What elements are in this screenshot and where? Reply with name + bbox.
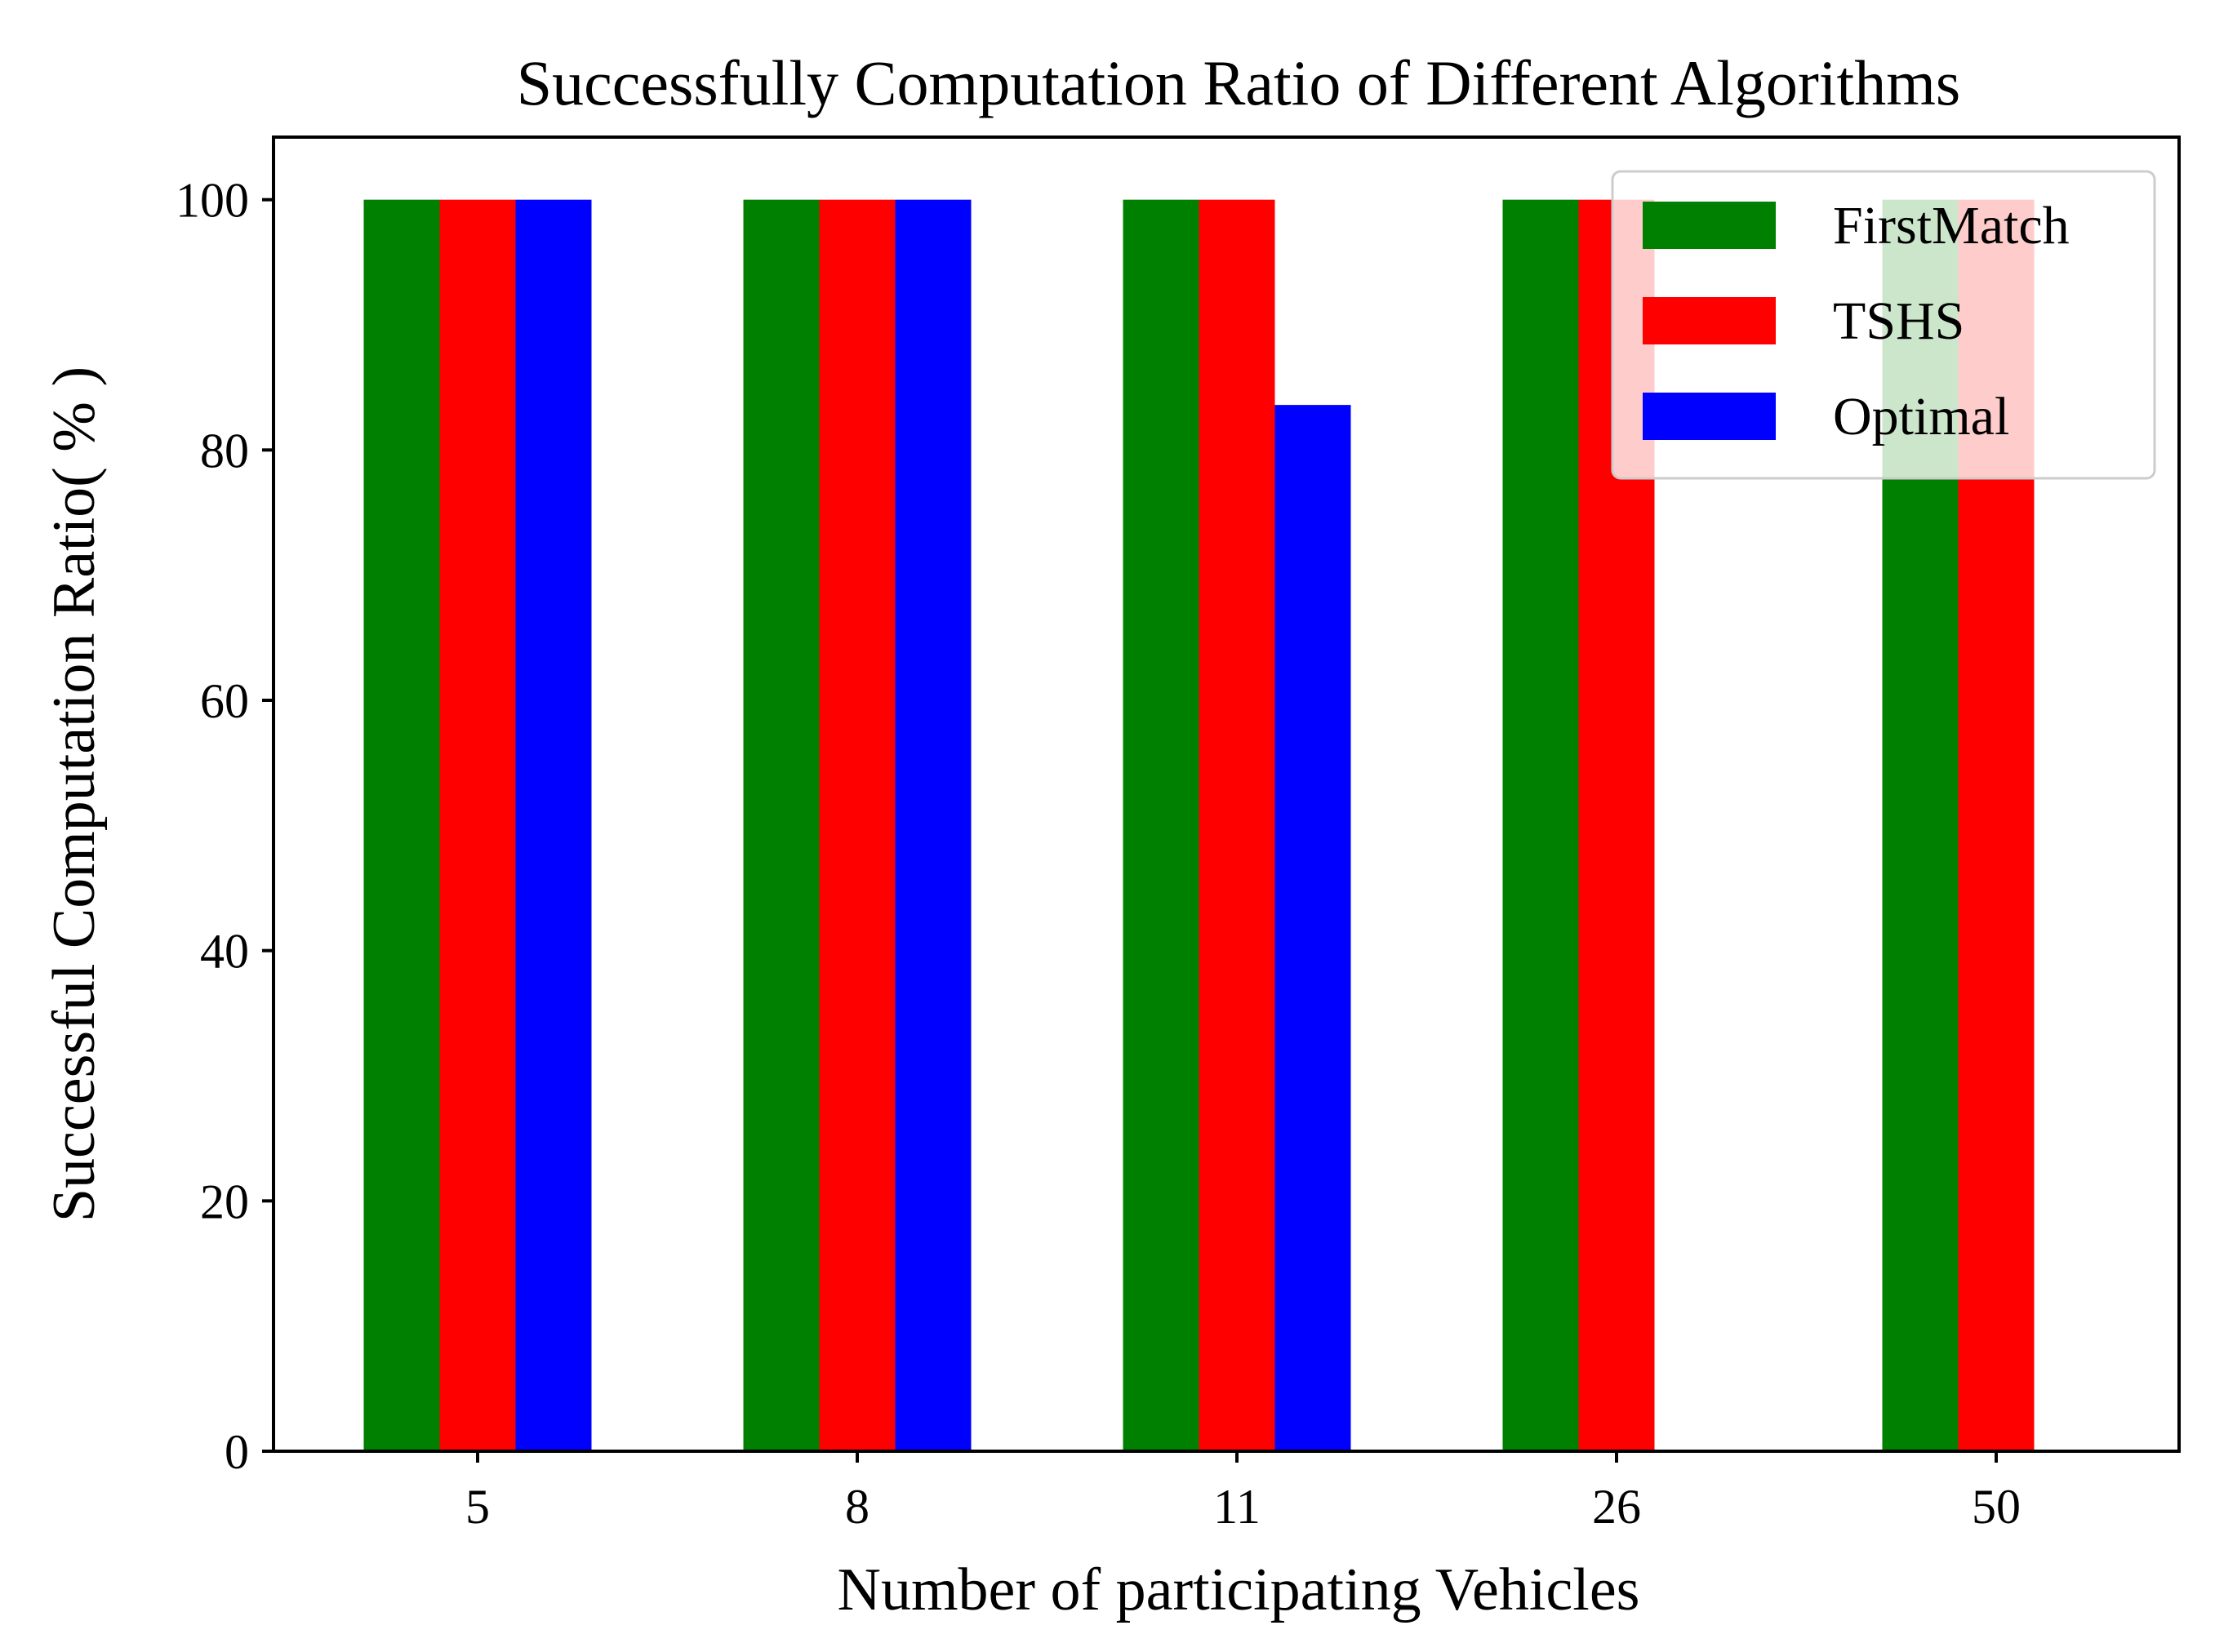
bar-tshs-5 bbox=[439, 199, 516, 1452]
legend-label-optimal: Optimal bbox=[1833, 387, 2009, 446]
y-axis-label: Successful Computation Ratio( % ) bbox=[41, 366, 108, 1222]
x-tick-label: 5 bbox=[465, 1480, 490, 1534]
legend-swatch-tshs bbox=[1643, 297, 1776, 344]
bar-firstmatch-8 bbox=[743, 199, 820, 1452]
legend: FirstMatch TSHS Optimal bbox=[1611, 170, 2156, 480]
legend-swatch-firstmatch bbox=[1643, 202, 1776, 249]
y-tick-label: 100 bbox=[176, 174, 249, 228]
legend-swatch-optimal bbox=[1643, 393, 1776, 440]
x-tick-label: 11 bbox=[1213, 1480, 1261, 1534]
bar-firstmatch-11 bbox=[1123, 199, 1199, 1452]
x-axis: 5 8 11 26 50 bbox=[465, 1451, 2021, 1534]
x-tick-label: 26 bbox=[1592, 1480, 1641, 1534]
bar-optimal-8 bbox=[895, 199, 972, 1452]
bars-group bbox=[363, 199, 2035, 1452]
legend-label-firstmatch: FirstMatch bbox=[1833, 196, 2070, 255]
bar-optimal-5 bbox=[515, 199, 592, 1452]
y-tick-label: 60 bbox=[200, 674, 249, 728]
chart-title: Successfully Computation Ratio of Differ… bbox=[517, 47, 1961, 118]
x-axis-label: Number of participating Vehicles bbox=[838, 1557, 1640, 1623]
bar-tshs-8 bbox=[819, 199, 896, 1452]
bar-tshs-11 bbox=[1199, 199, 1275, 1452]
legend-label-tshs: TSHS bbox=[1833, 291, 1964, 351]
y-tick-label: 80 bbox=[200, 424, 249, 477]
bar-firstmatch-5 bbox=[363, 199, 440, 1452]
plot-frame bbox=[272, 135, 2181, 1453]
y-tick-label: 40 bbox=[200, 925, 249, 979]
y-axis: 0 20 40 60 80 100 bbox=[176, 174, 274, 1479]
y-tick-label: 0 bbox=[225, 1425, 249, 1479]
x-tick-label: 8 bbox=[845, 1480, 870, 1534]
y-tick-label: 20 bbox=[200, 1175, 249, 1228]
x-tick-label: 50 bbox=[1972, 1480, 2021, 1534]
bar-optimal-11 bbox=[1274, 405, 1351, 1452]
bar-firstmatch-26 bbox=[1502, 199, 1579, 1452]
